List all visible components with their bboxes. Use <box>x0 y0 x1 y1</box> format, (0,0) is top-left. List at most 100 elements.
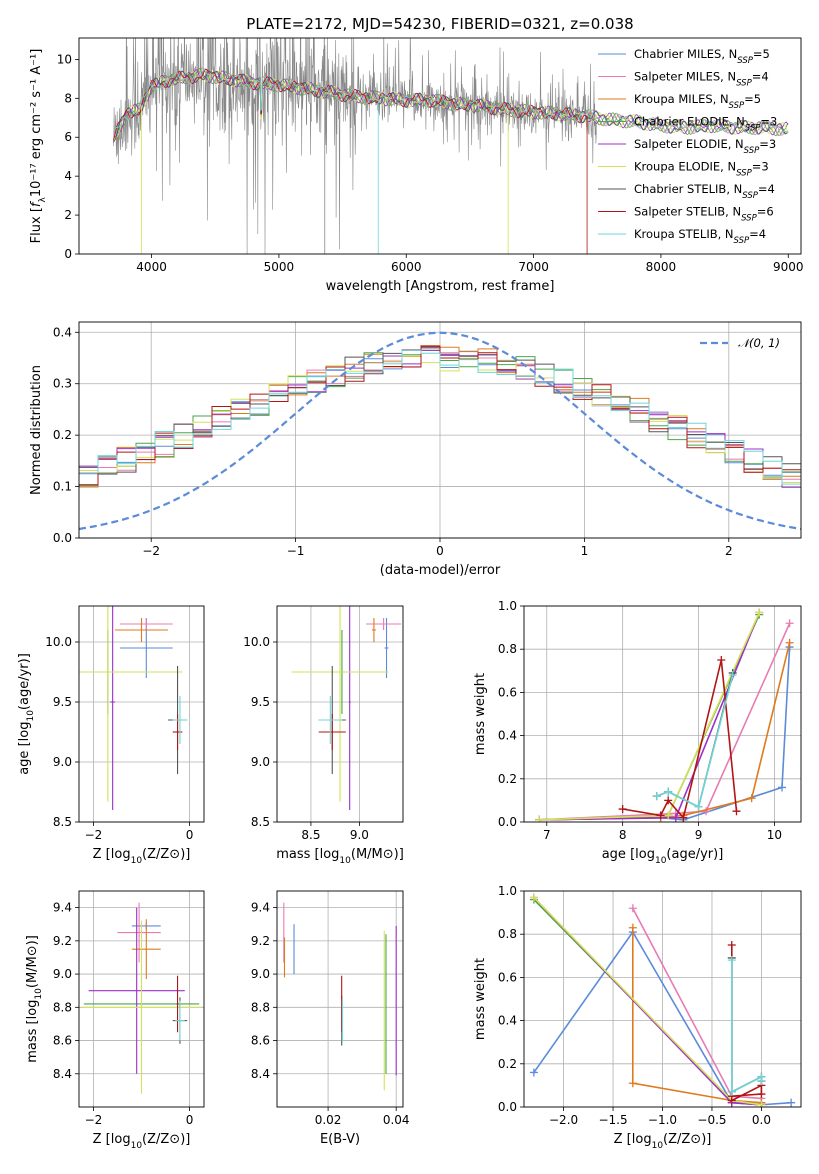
series-line <box>731 958 763 1094</box>
x-tick-label: 0 <box>186 828 194 842</box>
x-tick-label: 2 <box>725 544 733 558</box>
y-tick-label: 0.0 <box>53 531 72 545</box>
y-tick-label: 9.0 <box>53 967 72 981</box>
y-tick-label: 8 <box>64 91 72 105</box>
y-tick-label: 8.8 <box>251 1000 270 1014</box>
residual-hist-kelodie <box>79 355 801 483</box>
x-tick-label: 0 <box>186 1113 194 1127</box>
series-marker <box>664 796 673 805</box>
axes-frame <box>78 605 205 823</box>
legend-label: Kroupa MILES, NSSP=5 <box>634 92 761 111</box>
chart-mass-vs-Z: −2 0 8.4 8.6 8.8 9.0 9.2 9.4 Z [log10(Z/Z⊙)] mass… <box>25 890 205 1151</box>
y-tick-label: 0.4 <box>53 325 72 339</box>
x-tick-label: 8.5 <box>301 828 320 842</box>
series-marker <box>755 608 764 617</box>
plot-area <box>113 38 789 254</box>
x-tick-label: 8000 <box>646 260 677 274</box>
legend-label: Salpeter ELODIE, NSSP=3 <box>634 137 776 156</box>
plot-area <box>81 902 202 1094</box>
observed-spectrum <box>113 38 598 254</box>
x-tick-label: 10 <box>767 828 782 842</box>
x-axis-label: age [log10(age/yr)] <box>602 847 724 866</box>
y-tick-label: 8.6 <box>251 1034 270 1048</box>
series-marker <box>717 656 726 664</box>
x-tick-label: 9 <box>695 828 703 842</box>
x-axis-label: Z [log10(Z/Z⊙)] <box>93 1132 191 1151</box>
y-tick-label: 0.4 <box>498 1014 517 1028</box>
plot-area <box>79 606 188 810</box>
x-tick-label: 7 <box>543 828 551 842</box>
axes-frame <box>78 890 205 1108</box>
legend-label: Kroupa STELIB, NSSP=4 <box>634 227 766 246</box>
y-axis-label: mass weight <box>473 673 488 755</box>
y-axis-label: age [log10(age/yr)] <box>17 653 36 775</box>
x-tick-label: 4000 <box>136 260 167 274</box>
y-tick-label: 8.5 <box>251 815 270 829</box>
x-tick-label: −0.5 <box>697 1113 726 1127</box>
model-spectrum-selodie <box>113 69 789 144</box>
errorbar-sstelib <box>176 975 179 1033</box>
gaussian-curve <box>79 331 801 531</box>
y-axis-label: mass weight <box>473 958 488 1040</box>
y-tick-label: 9.2 <box>251 934 270 948</box>
x-tick-label: −2 <box>85 828 103 842</box>
x-tick-label: 1 <box>581 544 589 558</box>
model-spectrum-celodie <box>113 68 789 137</box>
axes-frame <box>523 890 802 1108</box>
series-marker <box>535 815 544 822</box>
y-tick-label: 0.2 <box>498 1057 517 1071</box>
x-tick-label: −1.0 <box>648 1113 677 1127</box>
series-marker <box>656 811 665 820</box>
errorbar-kmiles <box>115 618 168 642</box>
legend-label: Chabrier MILES, NSSP=5 <box>634 47 770 66</box>
legend-label: Chabrier ELODIE, NSSP=3 <box>634 115 777 134</box>
series-kstelib <box>652 671 737 811</box>
series-cmiles <box>535 643 794 822</box>
series-marker <box>529 893 538 902</box>
series-line <box>632 907 762 1100</box>
x-tick-label: 5000 <box>264 260 295 274</box>
y-tick-label: 10.0 <box>243 635 270 649</box>
y-tick-label: 9.4 <box>53 901 72 915</box>
model-spectrum-kstelib <box>113 67 789 137</box>
series-line <box>632 927 762 1104</box>
axes-frame <box>78 321 802 539</box>
y-tick-label: 9.0 <box>251 967 270 981</box>
series-marker <box>787 1098 796 1107</box>
axes-frame <box>523 605 802 823</box>
series-kstelib <box>727 956 766 1096</box>
series-celodie <box>535 610 764 822</box>
series-marker <box>628 904 637 913</box>
y-tick-label: 9.2 <box>53 934 72 948</box>
errorbar-selodie <box>110 606 116 810</box>
series-marker <box>727 956 736 965</box>
series-selodie <box>535 608 764 822</box>
y-tick-label: 6 <box>64 130 72 144</box>
legend-label: Kroupa ELODIE, NSSP=3 <box>634 160 769 179</box>
chart-spectrum: 4000 5000 6000 7000 8000 9000 0 2 4 6 8 10 wavelengt… <box>29 37 804 294</box>
chart-mass-vs-ebv: 0.02 0.04 8.4 8.6 8.8 9.0 9.2 9.4 E(B-V) <box>251 890 410 1147</box>
x-tick-label: −1 <box>287 544 305 558</box>
series-line <box>731 945 763 1102</box>
x-tick-label: −1.5 <box>598 1113 627 1127</box>
errorbar-kelodie <box>81 920 202 1094</box>
series-marker <box>694 802 703 811</box>
plot-area <box>291 606 402 810</box>
y-tick-label: 9.4 <box>251 901 270 915</box>
chart-residuals: −2 −1 0 1 2 0.0 0.1 0.2 0.3 0.4 (data-model)/error… <box>29 321 802 578</box>
y-tick-label: 0.0 <box>498 1100 517 1114</box>
plot-area <box>79 331 801 531</box>
axes-frame <box>276 890 404 1108</box>
y-axis-label: Normed distribution <box>29 365 44 495</box>
series-line <box>533 896 762 1106</box>
series-marker <box>727 941 736 949</box>
errorbar-kelodie <box>79 606 183 802</box>
series-marker <box>757 1090 766 1099</box>
model-spectrum-sstelib <box>113 68 588 141</box>
series-line <box>533 899 762 1106</box>
y-tick-label: 0.3 <box>53 377 72 391</box>
y-tick-label: 9.5 <box>251 695 270 709</box>
series-marker <box>664 787 673 796</box>
y-tick-label: 0.4 <box>498 729 517 743</box>
